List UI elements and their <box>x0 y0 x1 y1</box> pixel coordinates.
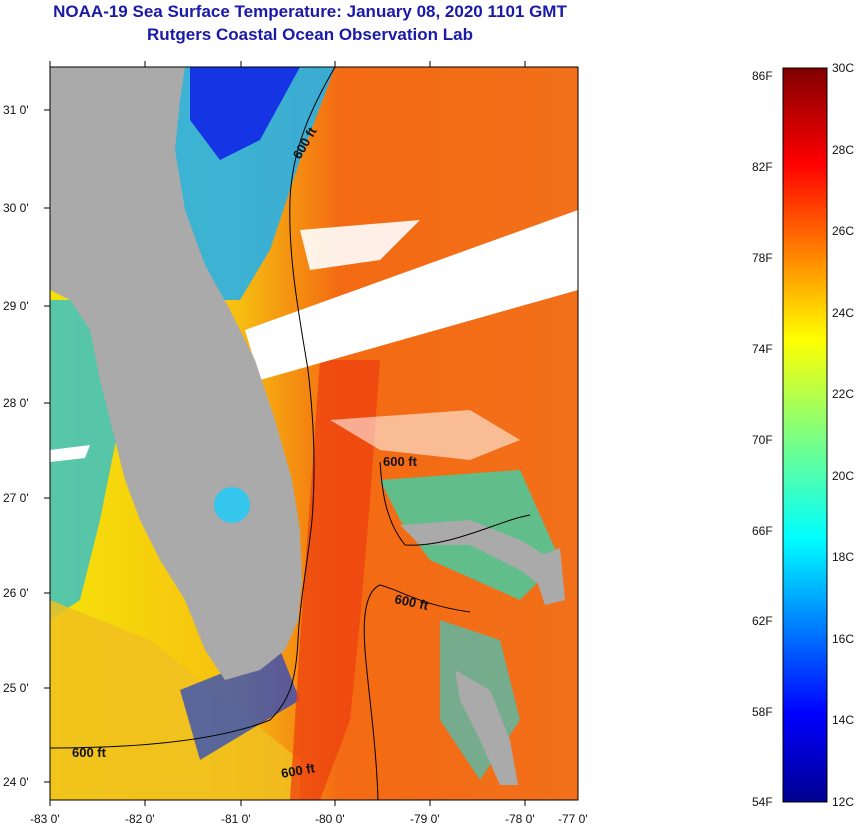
map-title: NOAA-19 Sea Surface Temperature: January… <box>53 2 567 21</box>
colorbar-c-label: 22C <box>832 387 854 401</box>
contour-label: 600 ft <box>280 760 317 781</box>
map-area <box>50 67 578 800</box>
lake-okeechobee <box>214 487 250 523</box>
colorbar-f-label: 78F <box>752 251 773 265</box>
contour-label: 600 ft <box>393 591 430 613</box>
lon-tick-label: -83 0' <box>30 812 60 826</box>
lat-ticks <box>44 109 50 783</box>
lat-tick-label: 24 0' <box>3 775 29 789</box>
gulf-warm-water <box>50 600 300 800</box>
contour-600ft-bahamas-north <box>379 461 531 546</box>
lat-tick-label: 26 0' <box>3 586 29 600</box>
colorbar-c-label: 12C <box>832 795 854 809</box>
gulf-stream <box>290 360 380 800</box>
lat-tick-label: 31 0' <box>3 103 29 117</box>
lon-ticks <box>49 61 526 806</box>
lon-tick-label: -77 0' <box>558 812 588 826</box>
colorbar-c-label: 24C <box>832 306 854 320</box>
lon-tick-label: -81 0' <box>221 812 251 826</box>
lon-tick-label: -82 0' <box>125 812 155 826</box>
colorbar-f-label: 86F <box>752 69 773 83</box>
colorbar-f-label: 66F <box>752 524 773 538</box>
keys-cool-water <box>180 650 300 760</box>
colorbar-f-label: 58F <box>752 705 773 719</box>
lat-tick-label: 29 0' <box>3 299 29 313</box>
lat-tick-label: 25 0' <box>3 681 29 695</box>
map-subtitle: Rutgers Coastal Ocean Observation Lab <box>147 25 473 44</box>
cloud-west <box>50 445 90 462</box>
andros-island <box>455 670 518 785</box>
lat-tick-label: 30 0' <box>3 201 29 215</box>
cloud-patch <box>300 220 420 270</box>
colorbar <box>782 67 828 803</box>
lon-tick-label: -80 0' <box>315 812 345 826</box>
colorbar-c-label: 14C <box>832 713 854 727</box>
eleuthera-island <box>530 548 565 605</box>
colorbar-f-label: 62F <box>752 614 773 628</box>
contour-label: 600 ft <box>383 454 418 469</box>
lon-tick-label: -78 0' <box>505 812 535 826</box>
lat-tick-label: 27 0' <box>3 491 29 505</box>
contour-600ft-bahamas-south <box>363 584 471 800</box>
scattered-clouds <box>330 410 520 460</box>
colorbar-c-label: 28C <box>832 143 854 157</box>
colorbar-c-label: 26C <box>832 224 854 238</box>
lon-tick-label: -79 0' <box>410 812 440 826</box>
colorbar-f-label: 82F <box>752 160 773 174</box>
cloud-band <box>245 210 578 380</box>
cold-water-patch <box>190 67 300 160</box>
colorbar-c-label: 18C <box>832 550 854 564</box>
colorbar-c-label: 20C <box>832 469 854 483</box>
colorbar-c-label: 30C <box>832 61 854 75</box>
florida-land <box>50 67 302 680</box>
colorbar-c-label: 16C <box>832 632 854 646</box>
contour-label: 600 ft <box>72 745 107 760</box>
lat-tick-label: 28 0' <box>3 396 29 410</box>
grand-bahama-abaco <box>400 520 545 585</box>
contour-600ft-florida <box>50 67 336 749</box>
colorbar-f-label: 54F <box>752 795 773 809</box>
colorbar-f-label: 74F <box>752 342 773 356</box>
map-frame <box>49 66 579 801</box>
colorbar-f-label: 70F <box>752 433 773 447</box>
